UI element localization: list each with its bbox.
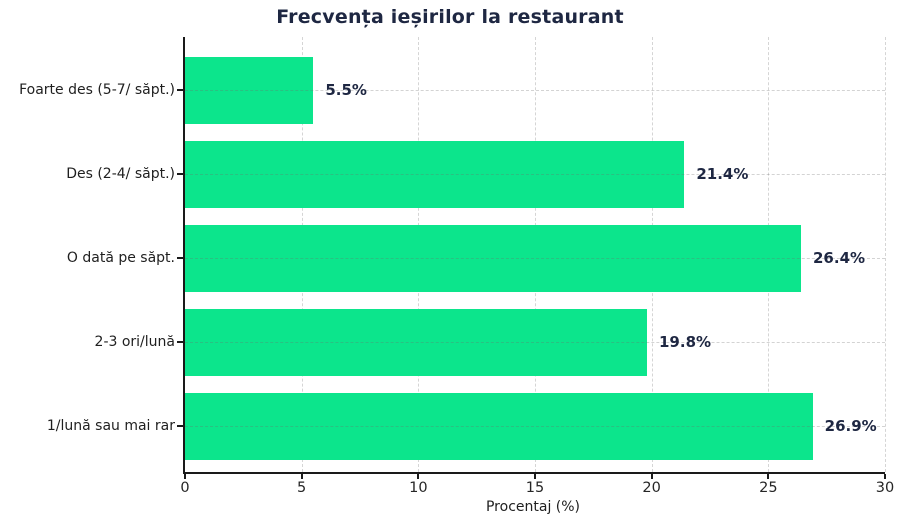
x-tick-label: 20 [642, 480, 661, 496]
horizontal-gridline [185, 426, 885, 427]
x-axis-tick [534, 474, 536, 479]
x-axis-tick [184, 474, 186, 479]
x-tick-label: 5 [297, 480, 307, 496]
x-tick-label: 25 [759, 480, 778, 496]
y-axis-tick [177, 89, 183, 91]
bar-value-label: 26.9% [824, 417, 877, 435]
category-label: Des (2-4/ săpt.) [66, 166, 175, 182]
category-label: O dată pe săpt. [66, 250, 175, 266]
bar-value-label: 5.5% [325, 81, 367, 99]
chart-title: Frecvența ieșirilor la restaurant [276, 6, 624, 28]
bar [185, 140, 685, 208]
bar-value-label: 19.8% [659, 333, 712, 351]
horizontal-gridline [185, 258, 885, 259]
x-tick-label: 30 [875, 480, 895, 496]
category-label: 2-3 ori/lună [94, 334, 175, 350]
y-axis-tick [177, 257, 183, 259]
x-axis-label: Procentaj (%) [485, 499, 581, 515]
bar [185, 56, 314, 124]
category-label: Foarte des (5-7/ săpt.) [19, 82, 175, 98]
x-tick-label: 0 [180, 480, 190, 496]
bar [185, 392, 813, 460]
bar-value-label: 26.4% [813, 249, 866, 267]
x-axis-tick [884, 474, 886, 479]
x-axis-tick [300, 474, 303, 479]
y-axis-tick [177, 425, 183, 427]
x-tick-label: 10 [409, 480, 428, 496]
bar [185, 308, 647, 376]
plot-area: 0 5 10 15 20 25 30 5.5% Foarte des (5-7/ săpt.) 2… [19, 37, 894, 496]
x-axis-tick [767, 474, 770, 479]
x-axis-tick [417, 474, 420, 479]
y-axis-tick [177, 173, 183, 175]
bar [185, 224, 801, 292]
vertical-gridline [885, 37, 886, 472]
y-axis-tick [177, 341, 183, 343]
bar-value-label: 21.4% [696, 165, 749, 183]
x-tick-label: 15 [525, 480, 545, 496]
horizontal-gridline [185, 342, 885, 343]
horizontal-gridline [185, 90, 885, 91]
x-axis-tick [650, 474, 653, 479]
category-label: 1/lună sau mai rar [46, 418, 175, 434]
horizontal-gridline [185, 174, 885, 175]
